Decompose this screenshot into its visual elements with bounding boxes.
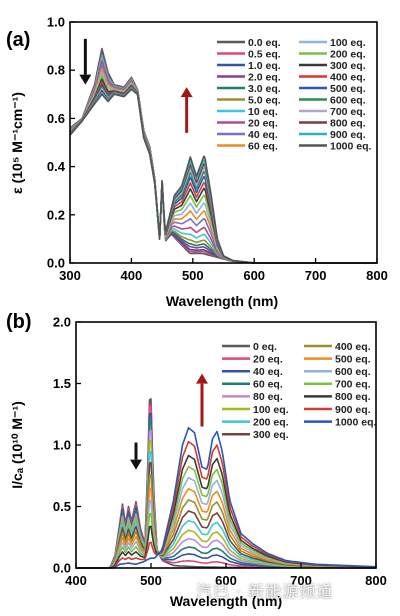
panel-a-legend-label: 10 eq. [248,106,278,118]
panel-a-y-tick-label: 0.8 [47,63,65,78]
panel-b-legend-label: 300 eq. [253,429,289,441]
panel-a-legend-label: 0.5 eq. [248,48,281,60]
panel-a-legend-label: 5.0 eq. [248,94,281,106]
panel-a-legend-label: 200 eq. [330,48,366,60]
panel-a-arrow-head-down [79,74,92,85]
panel-a-legend-label: 40 eq. [248,129,278,141]
panel-a-legend-label: 600 eq. [330,94,366,106]
panel-b-x-tick-label: 500 [140,573,162,588]
panel-b-y-axis-label: I/cₐ (10¹⁰ M⁻¹) [9,401,25,489]
panel-b-y-tick-label: 2.0 [53,315,71,330]
panel-a-plot-frame [69,21,378,264]
panel-b-legend-label: 100 eq. [253,404,289,416]
panel-b-x-tick-label: 400 [65,573,87,588]
panel-b-y-tick-label: 0.0 [53,561,71,576]
panel-b-arrow-head-down [130,459,142,470]
panel-a-legend-label: 700 eq. [330,106,366,118]
panel-b-x-tick-label: 800 [365,573,387,588]
panel-a-arrow-head-up [180,87,193,98]
panel-b-legend-label: 0 eq. [253,341,277,353]
panel-b-y-tick-label: 1.0 [53,438,71,453]
panel-b-y-tick-label: 0.5 [53,499,71,514]
panel-a-chart: (a) 300 400 500 600 700 800 0.0 0.2 0.4 0.6 0.8 1.0… [6,15,388,310]
panel-b-x-tick-label: 600 [215,573,237,588]
watermark-text: 汽已 · 新能源频道 [196,582,334,601]
panel-a-x-tick-label: 600 [243,268,265,283]
panel-b-chart: (b) 400 500 600 700 800 0.0 0.5 1.0 1.5 2.0 0 eq.… [6,311,387,609]
panel-b-legend-label: 900 eq. [335,404,371,416]
panel-b-legend-label: 80 eq. [253,391,283,403]
panel-a-legend-label: 0.0 eq. [248,37,281,49]
panel-b-series-line [76,427,377,569]
panel-a-legend-label: 3.0 eq. [248,83,281,95]
panel-a-x-tick-label: 500 [182,268,204,283]
panel-a-y-tick-label: 0.0 [47,256,65,271]
panel-a-legend-label: 800 eq. [330,117,366,129]
panel-a-x-axis-label: Wavelength (nm) [166,293,278,309]
panel-a-legend-label: 400 eq. [330,71,366,83]
panel-b-x-tick-label: 700 [290,573,312,588]
panel-b-y-tick-label: 1.5 [53,376,71,391]
panel-b-legend-label: 400 eq. [335,341,371,353]
panel-a-legend-label: 300 eq. [330,60,366,72]
panel-a-y-tick-label: 0.4 [47,159,66,174]
panel-a-x-tick-label: 400 [121,268,143,283]
panel-b-x-axis-label: Wavelength (nm) [170,593,282,609]
panel-a-legend-label: 2.0 eq. [248,71,281,83]
panel-a-label: (a) [6,29,30,51]
panel-a-y-tick-label: 0.6 [47,111,65,126]
panel-a-legend-label: 20 eq. [248,117,278,129]
panel-b-legend-label: 200 eq. [253,416,289,428]
panel-a-legend-label: 100 eq. [330,37,366,49]
panel-b-arrow-head-up [196,373,208,384]
panel-b-legend-label: 40 eq. [253,366,283,378]
panel-a-x-tick-label: 800 [366,268,388,283]
panel-b-legend-label: 800 eq. [335,391,371,403]
panel-a-y-axis-label: ε (10⁵ M⁻¹cm⁻¹) [9,92,25,194]
panel-b-legend-label: 600 eq. [335,366,371,378]
panel-b-label: (b) [6,311,32,333]
panel-b-legend-label: 20 eq. [253,353,283,365]
panel-a-legend-label: 500 eq. [330,83,366,95]
panel-a-legend-label: 60 eq. [248,140,278,152]
panel-a-y-tick-label: 1.0 [47,15,65,30]
panel-a-x-tick-label: 700 [305,268,327,283]
panel-a-legend-label: 1000 eq. [330,140,372,152]
panel-b-legend-label: 500 eq. [335,353,371,365]
panel-a-legend-label: 900 eq. [330,129,366,141]
panel-a-x-tick-label: 300 [59,268,81,283]
panel-a-y-tick-label: 0.2 [47,207,65,222]
panel-b-legend-label: 60 eq. [253,379,283,391]
panel-b-legend-label: 700 eq. [335,379,371,391]
panel-a-legend-label: 1.0 eq. [248,60,281,72]
panel-b-legend-label: 1000 eq. [335,416,377,428]
